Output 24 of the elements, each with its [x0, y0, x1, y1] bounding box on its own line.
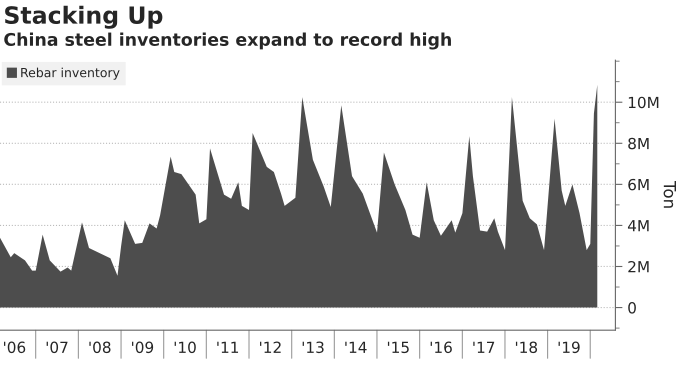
x-tick-label: '10 [174, 342, 196, 354]
y-tick-label: 10M [628, 96, 658, 108]
y-tick-label: 2M [628, 260, 649, 272]
x-tick-label: '06 [4, 342, 26, 354]
x-tick-label: '13 [302, 342, 324, 354]
x-tick-label: '08 [89, 342, 111, 354]
chart-title: Stacking Up [5, 6, 162, 29]
x-tick-label: '16 [430, 342, 452, 354]
x-tick-label: '09 [132, 342, 154, 354]
y-axis-title: Ton [664, 181, 676, 208]
x-tick-label: '14 [345, 342, 367, 353]
x-tick-label: '18 [516, 342, 538, 354]
x-tick-label: '19 [558, 342, 580, 354]
x-tick-label: '07 [46, 342, 68, 354]
y-tick-label: 0 [628, 302, 636, 314]
x-tick-label: '15 [388, 342, 409, 354]
y-tick-label: 6M [628, 178, 649, 190]
y-tick-label: 8M [628, 138, 649, 150]
x-tick-label: '12 [260, 342, 281, 353]
x-tick-label: '17 [473, 342, 494, 353]
legend-label: Rebar inventory [21, 68, 120, 80]
chart-subtitle: China steel inventories expand to record high [4, 32, 451, 50]
x-tick-label: '11 [217, 342, 238, 353]
y-tick-label: 4M [628, 220, 649, 232]
